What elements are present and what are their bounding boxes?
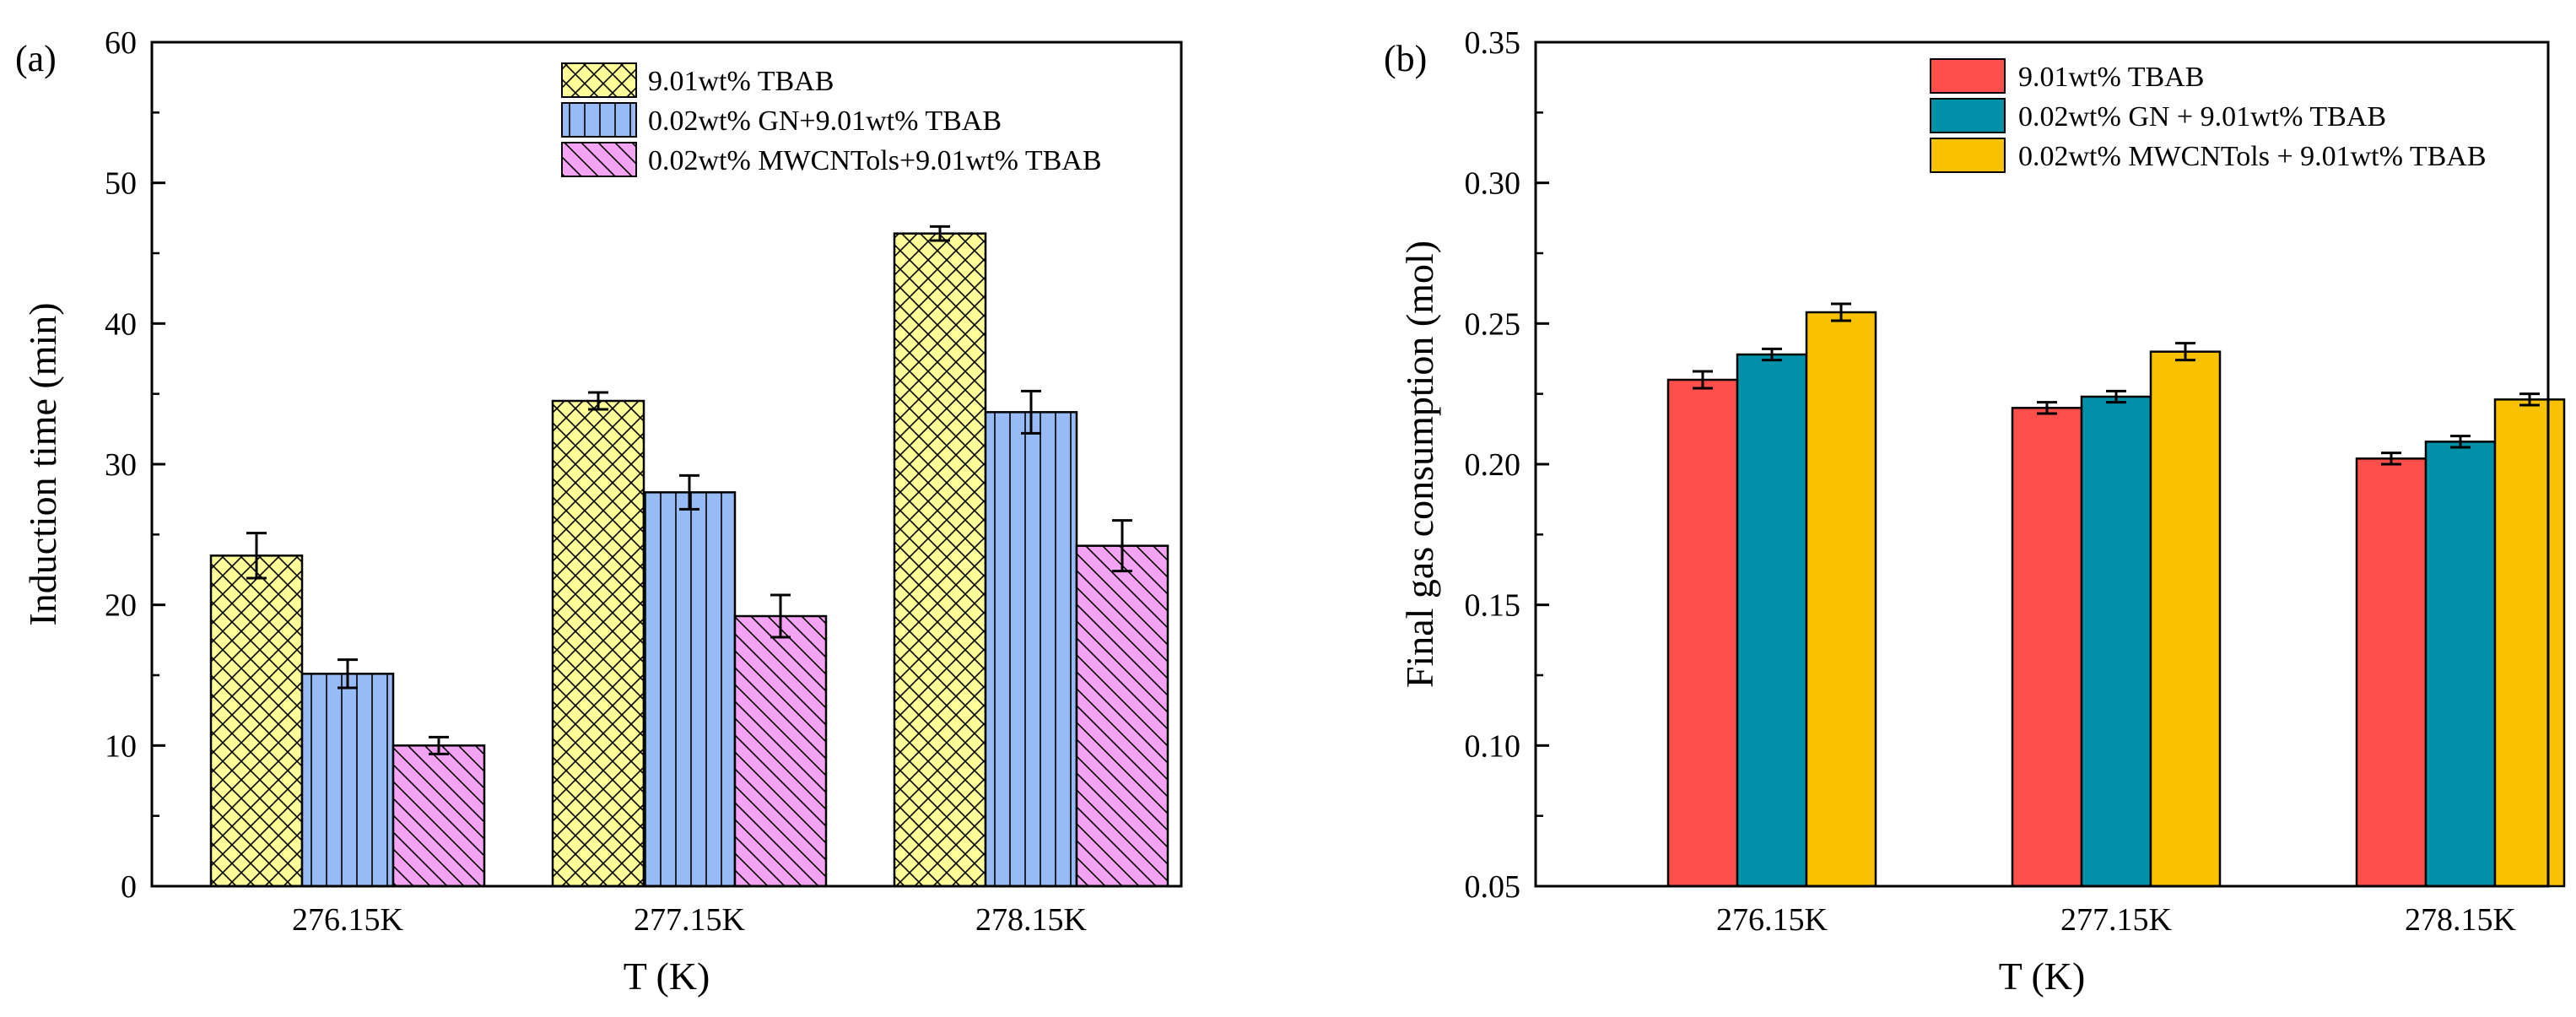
panel-a-label: (a) xyxy=(15,38,57,79)
bar-a-s0-c2 xyxy=(893,232,987,888)
x-tick-label: 277.15K xyxy=(2060,902,2173,938)
x-tick-label: 278.15K xyxy=(975,902,1088,938)
panel-a-bars xyxy=(209,224,1169,888)
y-tick-label: 0.10 xyxy=(1465,728,1521,764)
panel-a-y-axis-title: Induction time (min) xyxy=(21,302,64,625)
x-tick-label: 278.15K xyxy=(2405,902,2517,938)
y-tick-label: 0.20 xyxy=(1465,447,1521,483)
y-tick-label: 30 xyxy=(105,447,137,483)
bar-b-s0-c1 xyxy=(2011,407,2083,888)
bar-a-s0-c1 xyxy=(551,399,645,888)
bar-a-s0-c0 xyxy=(209,554,304,888)
bar-b-s1-c0 xyxy=(1736,353,1808,888)
legend-label-a-tbab: 9.01wt% TBAB xyxy=(648,66,834,97)
bar-a-s1-c2 xyxy=(984,411,1078,888)
y-tick-label: 0.05 xyxy=(1465,869,1521,905)
panel-b: (b) 0.05 0.10 0.15 0.20 0.25 0.30 0.35 276.15K 2… xyxy=(1384,25,2566,998)
legend-label-b-tbab: 9.01wt% TBAB xyxy=(2018,62,2204,93)
y-tick-label: 40 xyxy=(105,306,137,342)
y-tick-label: 50 xyxy=(105,166,137,202)
y-tick-label: 10 xyxy=(105,728,137,764)
panel-b-ticks: 0.05 0.10 0.15 0.20 0.25 0.30 0.35 276.15K 277.1… xyxy=(1465,25,2517,938)
bar-a-s1-c0 xyxy=(300,673,395,888)
y-tick-label: 0.35 xyxy=(1465,25,1521,61)
legend-label-a-mwcnt: 0.02wt% MWCNTols+9.01wt% TBAB xyxy=(648,145,1102,176)
bar-a-s2-c1 xyxy=(733,614,828,888)
panel-b-legend: 9.01wt% TBAB 0.02wt% GN + 9.01wt% TBAB 0… xyxy=(1930,58,2487,173)
panel-a-x-axis-title: T (K) xyxy=(624,955,710,998)
legend-label-b-gn: 0.02wt% GN + 9.01wt% TBAB xyxy=(2018,101,2386,133)
x-tick-label: 277.15K xyxy=(634,902,746,938)
bar-a-s2-c0 xyxy=(392,744,486,888)
legend-swatch-b-gn xyxy=(1930,98,2006,133)
y-tick-label: 60 xyxy=(105,25,137,61)
y-tick-label: 20 xyxy=(105,588,137,624)
panel-b-label: (b) xyxy=(1384,38,1427,79)
bar-b-s2-c0 xyxy=(1805,311,1877,888)
panel-b-bars xyxy=(1666,302,2566,888)
legend-swatch-a-gn xyxy=(561,102,637,138)
legend-swatch-a-mwcnt xyxy=(561,142,637,177)
panel-a: (a) 0 10 20 30 40 50 60 276.15K 277.15K 278.15K I… xyxy=(15,25,1183,998)
panel-a-legend: 9.01wt% TBAB 0.02wt% GN+9.01wt% TBAB 0.0… xyxy=(561,62,1102,177)
x-tick-label: 276.15K xyxy=(1716,902,1828,938)
legend-label-b-mwcnt: 0.02wt% MWCNTols + 9.01wt% TBAB xyxy=(2018,141,2487,172)
y-tick-label: 0.30 xyxy=(1465,166,1521,202)
bar-a-s1-c1 xyxy=(642,491,737,888)
y-tick-label: 0.15 xyxy=(1465,588,1521,624)
legend-swatch-b-tbab xyxy=(1930,58,2006,94)
bar-b-s0-c0 xyxy=(1666,378,1739,888)
bar-b-s2-c1 xyxy=(2149,350,2222,888)
bar-b-s2-c2 xyxy=(2493,398,2566,888)
bar-b-s0-c2 xyxy=(2355,457,2427,888)
x-tick-label: 276.15K xyxy=(292,902,404,938)
bar-a-s2-c2 xyxy=(1075,544,1169,888)
legend-label-a-gn: 0.02wt% GN+9.01wt% TBAB xyxy=(648,105,1002,137)
legend-swatch-a-tbab xyxy=(561,62,637,98)
panel-a-frame xyxy=(150,41,1183,888)
panel-b-y-axis-title: Final gas consumption (mol) xyxy=(1398,241,1441,688)
panel-b-frame xyxy=(1534,41,2550,888)
bar-b-s1-c2 xyxy=(2424,441,2497,888)
y-tick-label: 0.25 xyxy=(1465,306,1521,342)
panel-b-x-axis-title: T (K) xyxy=(1999,955,2086,998)
legend-swatch-b-mwcnt xyxy=(1930,138,2006,173)
y-tick-label: 0 xyxy=(121,869,137,905)
bar-b-s1-c1 xyxy=(2080,395,2152,888)
